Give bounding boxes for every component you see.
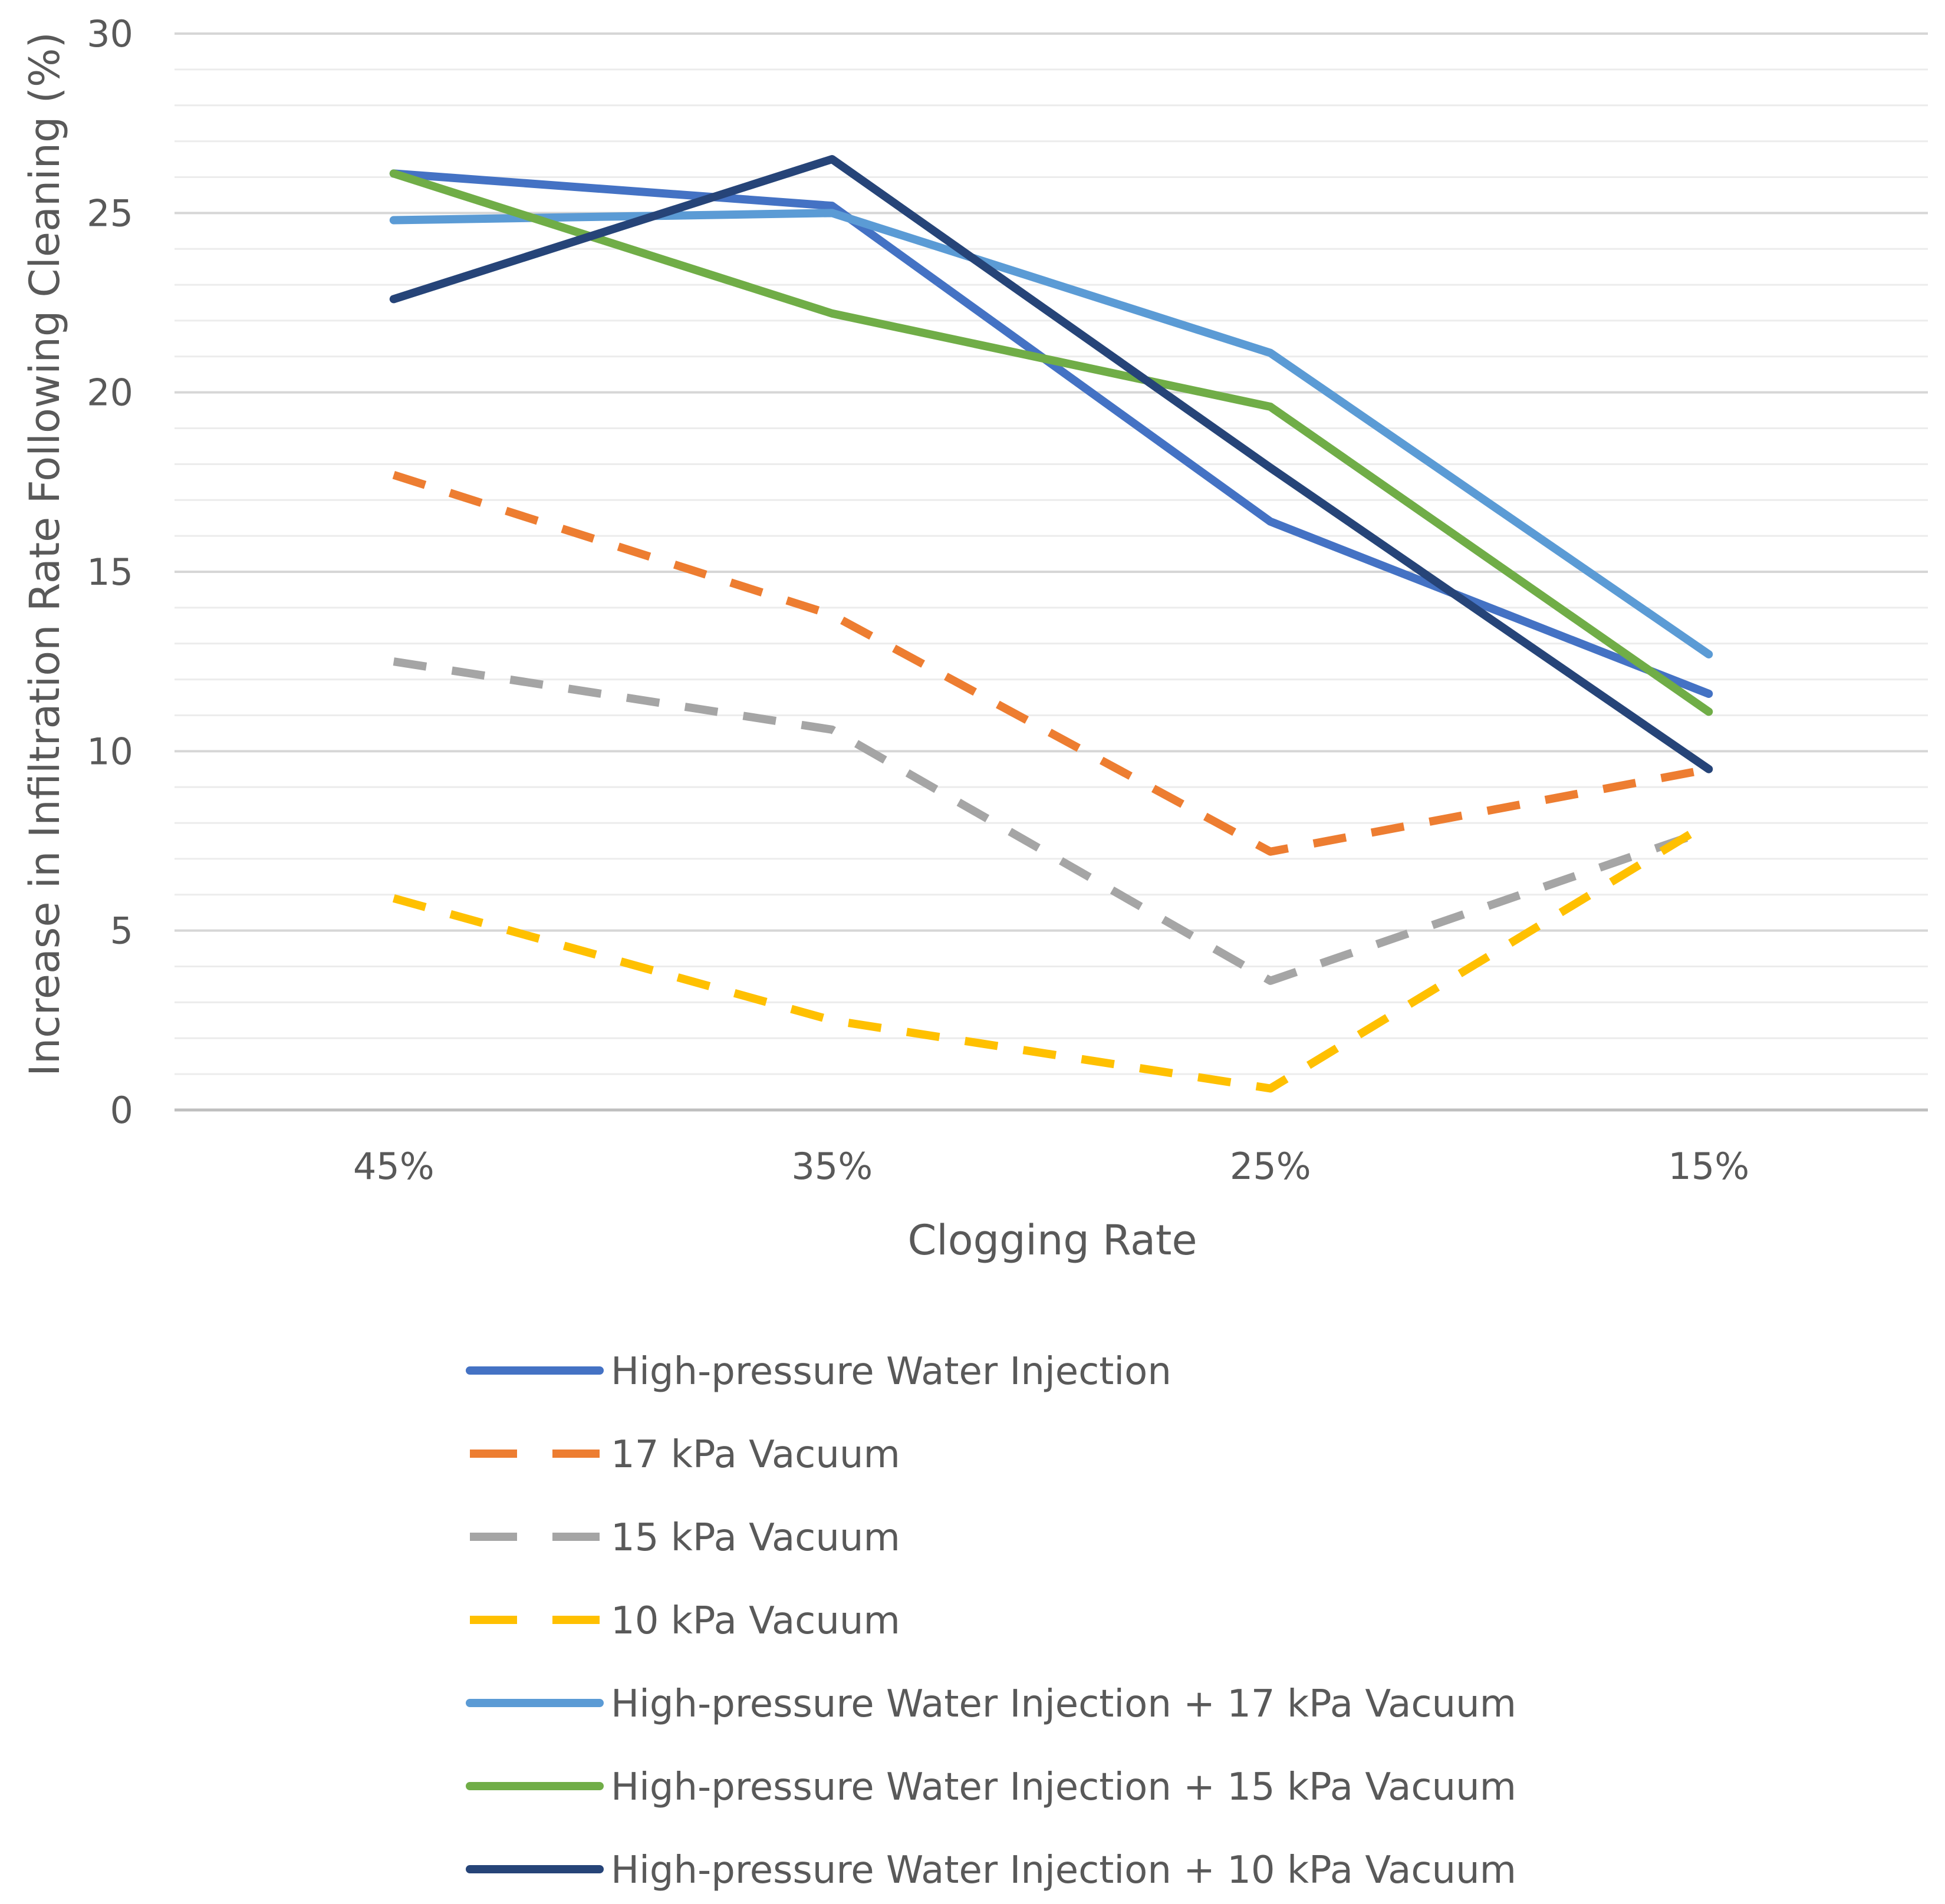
legend-label: High-pressure Water Injection + 17 kPa V… <box>611 1682 1516 1726</box>
legend-label: 10 kPa Vacuum <box>611 1599 900 1643</box>
x-tick-label: 25% <box>1230 1145 1311 1188</box>
legend: High-pressure Water Injection 17 kPa Vacu… <box>466 1350 1516 1892</box>
series-line-1 <box>389 169 1713 698</box>
x-tick-label: 15% <box>1668 1145 1749 1188</box>
series-line-2 <box>392 470 1710 856</box>
y-tick-label: 20 <box>87 371 133 414</box>
legend-label: High-pressure Water Injection <box>611 1350 1171 1394</box>
x-axis-ticks: 45% 35% 25% 15% <box>353 1145 1749 1188</box>
legend-label: High-pressure Water Injection + 15 kPa V… <box>611 1765 1516 1809</box>
minor-gridlines <box>175 68 1928 1075</box>
y-tick-label: 0 <box>110 1089 133 1132</box>
legend-label: 15 kPa Vacuum <box>611 1516 900 1560</box>
y-tick-label: 15 <box>87 551 133 594</box>
x-tick-label: 45% <box>353 1145 435 1188</box>
series-line-3 <box>393 657 1710 985</box>
y-tick-label: 25 <box>87 192 133 235</box>
series-line-6 <box>389 169 1713 716</box>
y-tick-label: 5 <box>110 910 133 953</box>
y-tick-label: 30 <box>87 12 133 55</box>
y-tick-label: 10 <box>87 730 133 773</box>
legend-label: 17 kPa Vacuum <box>611 1433 900 1477</box>
legend-label: High-pressure Water Injection + 10 kPa V… <box>611 1849 1516 1892</box>
series-line-4 <box>392 819 1711 1093</box>
major-gridlines <box>175 32 1928 1112</box>
series-line-7 <box>389 155 1713 773</box>
x-tick-label: 35% <box>791 1145 873 1188</box>
y-axis-ticks: 0 5 10 15 20 25 30 <box>87 12 133 1132</box>
series-lines <box>389 155 1713 1093</box>
y-axis-title: Increase in Infiltration Rate Following … <box>21 32 69 1076</box>
series-line-5 <box>389 209 1713 658</box>
x-axis-title: Clogging Rate <box>907 1216 1197 1264</box>
